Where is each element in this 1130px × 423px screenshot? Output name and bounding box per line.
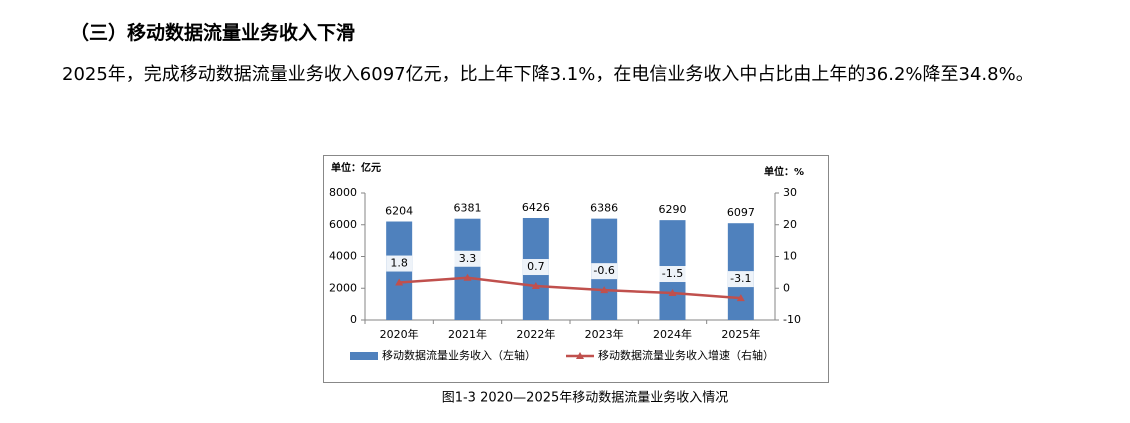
bar-value-label: 6290 [659,203,687,216]
y-tick-label: 0 [350,313,357,326]
line-value-label: -0.6 [593,264,614,277]
bar-value-label: 6426 [522,201,550,214]
y2-tick-label: 20 [783,218,797,231]
heading: （三）移动数据流量业务收入下滑 [70,22,356,44]
y2-tick-label: 10 [783,250,797,263]
y2-unit: 单位：% [764,165,804,178]
line-label-box [522,259,549,276]
line-label-box [386,255,413,272]
line-marker [531,282,540,290]
x-tick-label: 2021年 [448,327,487,341]
y2-tick-label: 0 [783,281,790,294]
bar-value-label: 6381 [454,202,482,215]
line-label-box [591,263,618,280]
line-label-box [659,266,686,283]
bar-value-label: 6097 [727,206,755,219]
line-value-label: 3.3 [459,252,477,265]
caption: 图1-3 2020—2025年移动数据流量业务收入情况 [442,390,729,406]
line-value-label: -3.1 [730,272,751,285]
line-value-label: 0.7 [527,260,545,273]
y-tick-label: 6000 [329,218,357,231]
line-label-box [454,250,481,267]
y-tick-label: 8000 [329,186,357,199]
line-marker [395,278,404,286]
legend-label: 移动数据流量业务收入增速（右轴） [598,348,774,362]
y2-tick-label: 30 [783,186,797,199]
line-marker [736,294,745,302]
line-marker [463,273,472,281]
y2-tick-label: -10 [783,313,801,326]
line-marker [600,286,609,294]
paragraph: 2025年，完成移动数据流量业务收入6097亿元，比上年下降3.1%，在电信业务… [62,64,1034,85]
y-tick-label: 4000 [329,250,357,263]
x-tick-label: 2025年 [721,327,760,341]
x-tick-label: 2024年 [653,327,692,341]
legend-swatch [350,352,378,360]
bar-value-label: 6386 [590,202,618,215]
line [399,276,741,300]
line-label-box [727,271,754,288]
bar-value-label: 6204 [385,205,413,218]
y-unit: 单位：亿元 [331,161,381,174]
legend-label: 移动数据流量业务收入（左轴） [382,348,536,362]
legend-swatch [576,352,584,359]
x-tick-label: 2023年 [585,327,624,341]
x-tick-label: 2022年 [516,327,555,341]
bar [454,218,481,320]
line-marker [668,289,677,297]
line-value-label: 1.8 [390,257,408,270]
line-value-label: -1.5 [662,267,683,280]
x-tick-label: 2020年 [380,327,419,341]
y-tick-label: 2000 [329,281,357,294]
